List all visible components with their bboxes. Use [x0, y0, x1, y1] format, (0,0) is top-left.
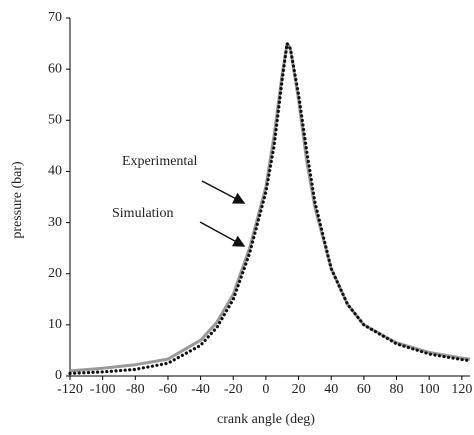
series-line [68, 42, 472, 375]
x-axis-label: crank angle (deg) [217, 412, 315, 427]
x-tick-label: 20 [292, 382, 306, 397]
x-tick-label: 100 [419, 382, 440, 397]
y-tick-label: 10 [48, 317, 62, 332]
x-tick-label: -60 [159, 382, 178, 397]
x-tick-label: -80 [126, 382, 145, 397]
y-tick-label: 30 [48, 215, 62, 230]
x-tick-label: -40 [191, 382, 210, 397]
y-tick-label: 70 [48, 10, 62, 25]
x-tick-label: -100 [90, 382, 116, 397]
x-tick-label: 120 [451, 382, 472, 397]
x-tick-label: -120 [57, 382, 83, 397]
annotation: Simulation [112, 206, 173, 221]
x-tick-label: 40 [324, 382, 338, 397]
x-tick-label: 80 [390, 382, 404, 397]
x-tick-label: 0 [262, 382, 269, 397]
y-tick-label: 60 [48, 61, 62, 76]
annotation-arrow [199, 221, 246, 247]
y-tick-label: 50 [48, 113, 62, 128]
x-tick-label: -20 [224, 382, 243, 397]
y-tick-label: 20 [48, 266, 62, 281]
y-axis-label: pressure (bar) [10, 161, 25, 239]
x-tick-label: 60 [357, 382, 371, 397]
annotation: Experimental [122, 154, 198, 169]
annotation-arrow [201, 180, 246, 204]
y-tick-label: 40 [48, 164, 62, 179]
y-tick-label: 0 [55, 368, 62, 383]
